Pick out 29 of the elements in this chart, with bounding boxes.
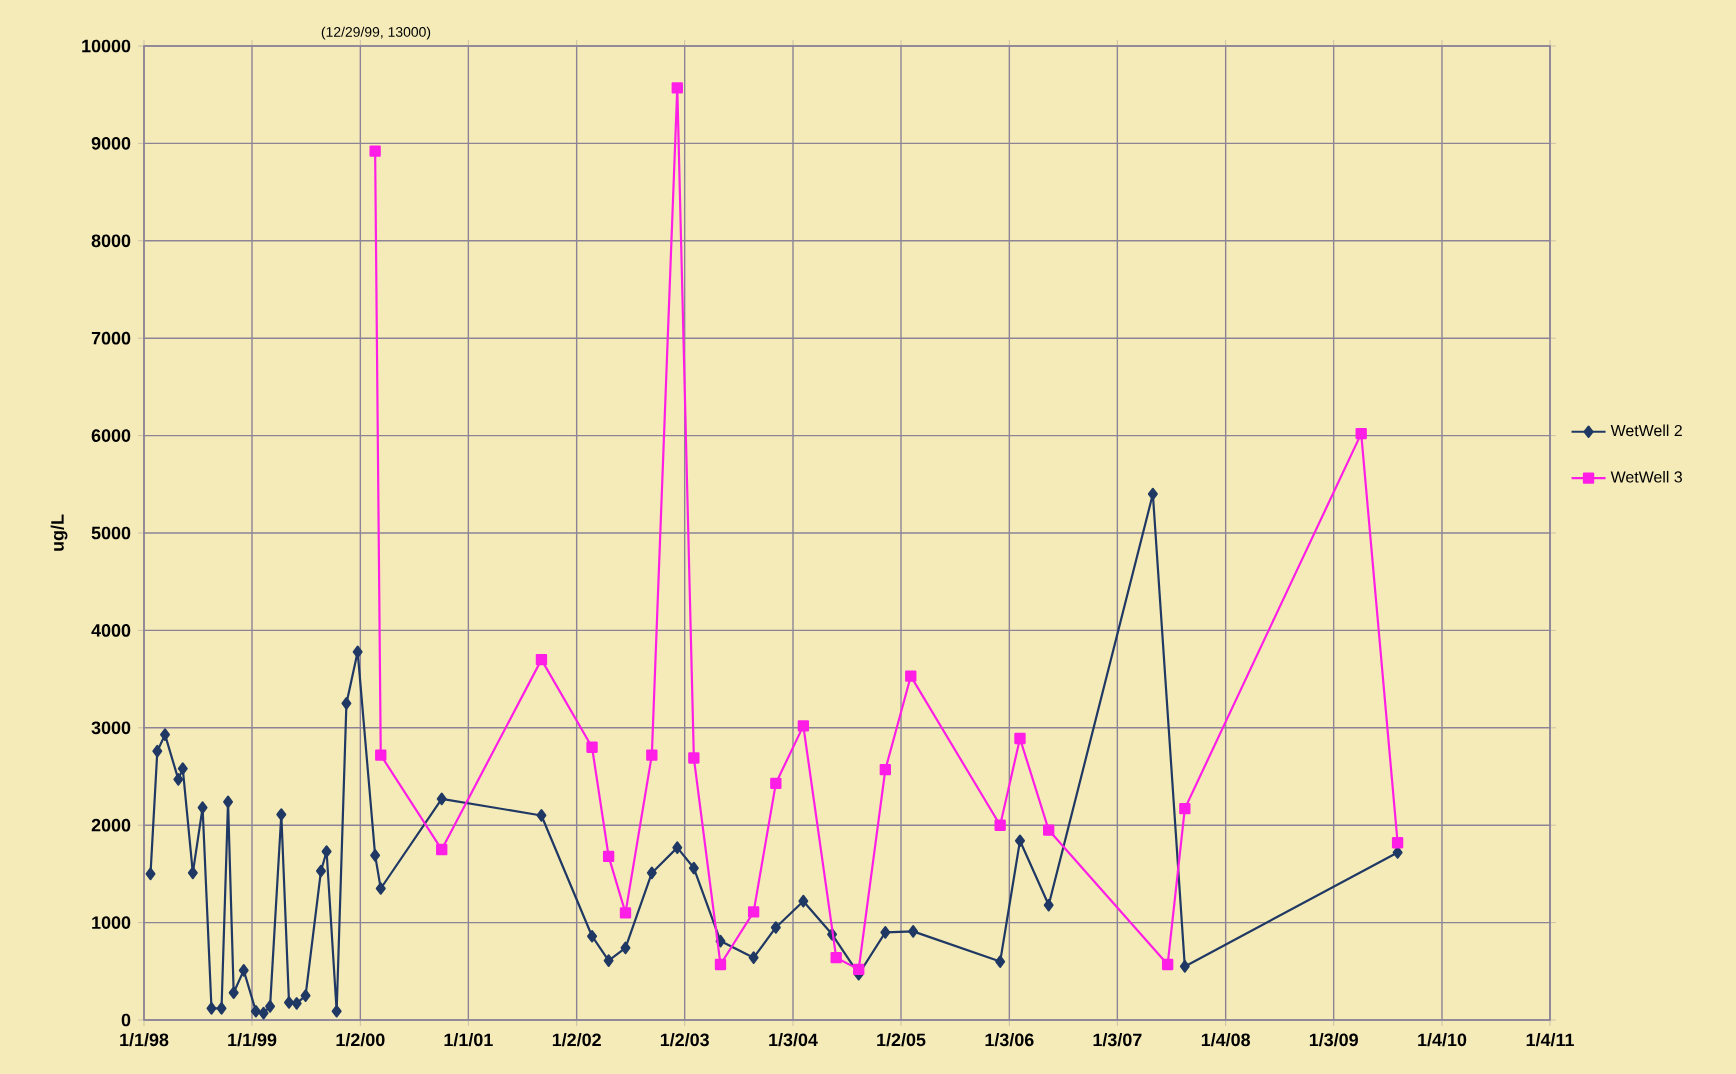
y-tick-label: 4000 <box>91 624 131 637</box>
y-tick-label: 9000 <box>91 137 131 150</box>
x-tick-label: 1/2/03 <box>660 1033 709 1047</box>
x-tick-label: 1/3/06 <box>985 1033 1034 1047</box>
y-axis-title: ug/L <box>50 514 68 551</box>
x-tick-label: 1/3/09 <box>1309 1033 1358 1047</box>
y-tick-label: 10000 <box>82 39 131 53</box>
y-tick-label: 2000 <box>91 818 131 832</box>
x-tick-label: 1/4/08 <box>1201 1033 1251 1047</box>
x-tick-label: 1/1/98 <box>120 1033 169 1047</box>
x-tick-label: 1/1/99 <box>228 1033 277 1047</box>
x-tick-label: 1/4/11 <box>1526 1033 1574 1047</box>
y-tick-label: 8000 <box>91 234 131 248</box>
y-tick-label: 0 <box>121 1013 131 1027</box>
y-tick-label: 5000 <box>91 526 131 540</box>
x-tick-label: 1/1/01 <box>444 1033 493 1047</box>
legend-label: WetWell 3 <box>1610 470 1682 483</box>
y-tick-label: 7000 <box>91 331 131 345</box>
x-tick-label: 1/2/05 <box>877 1033 926 1047</box>
text: (12/29/99, 13000) <box>321 26 431 40</box>
x-tick-label: 1/2/00 <box>336 1033 385 1047</box>
y-tick-label: 3000 <box>91 721 131 735</box>
y-tick-label: 6000 <box>91 429 131 442</box>
legend-label: WetWell 2 <box>1610 424 1682 437</box>
x-tick-label: 1/3/04 <box>769 1033 818 1047</box>
x-tick-label: 1/3/07 <box>1093 1033 1142 1047</box>
y-tick-label: 1000 <box>92 916 131 929</box>
x-tick-label: 1/2/02 <box>552 1033 601 1047</box>
x-tick-label: 1/4/10 <box>1418 1033 1467 1047</box>
